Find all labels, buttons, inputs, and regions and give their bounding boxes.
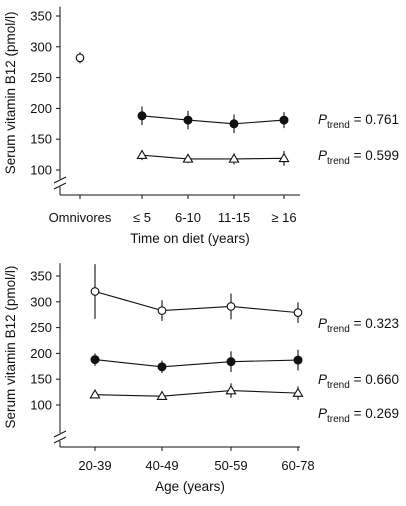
- x-tick-label: Omnivores: [49, 210, 112, 225]
- data-point: [182, 153, 194, 163]
- y-tick-label: 300: [30, 39, 52, 54]
- y-tick-label: 200: [30, 346, 52, 361]
- series-open-triangle: Ptrend = 0.269: [89, 383, 399, 425]
- series-line: [141, 154, 285, 160]
- data-point: [156, 390, 168, 400]
- axis-break-mark: [53, 436, 67, 444]
- y-tick-label: 200: [30, 101, 52, 116]
- p-trend-label: Ptrend = 0.660: [318, 372, 399, 391]
- axis-break-mark: [53, 176, 67, 184]
- data-point: [89, 388, 101, 399]
- data-point: [226, 302, 236, 311]
- series-line: [94, 390, 299, 397]
- y-axis-label: Serum vitamin B12 (pmol/l): [3, 266, 18, 429]
- y-tick-label: 150: [30, 132, 52, 147]
- series-line: [141, 115, 285, 125]
- y-tick-label: 150: [30, 372, 52, 387]
- x-tick-label: 6-10: [175, 210, 201, 225]
- p-trend-label: Ptrend = 0.599: [318, 148, 399, 167]
- p-trend-label: Ptrend = 0.323: [318, 316, 399, 335]
- data-point: [226, 357, 236, 367]
- x-axis-label: Time on diet (years): [130, 231, 250, 246]
- data-point: [137, 111, 147, 121]
- chart-age: 100 150 200 250 300 350 20-39 40-49 50-59 60-78 Ag…: [3, 263, 399, 494]
- p-trend-label: Ptrend = 0.269: [318, 406, 399, 425]
- data-point: [157, 306, 167, 315]
- series-open-circle: [75, 52, 85, 64]
- data-point: [90, 287, 100, 296]
- data-point: [293, 308, 303, 317]
- x-tick-label: 60-78: [281, 458, 314, 473]
- series-filled-circle: Ptrend = 0.660: [90, 349, 399, 391]
- data-point: [279, 115, 289, 125]
- y-tick-label: 250: [30, 320, 52, 335]
- series-open-triangle: Ptrend = 0.599: [136, 148, 399, 167]
- series-open-circle: Ptrend = 0.323: [90, 264, 399, 335]
- series-line: [94, 290, 299, 314]
- data-point: [228, 153, 240, 163]
- data-point: [229, 119, 239, 129]
- data-point: [292, 387, 304, 397]
- x-tick-label: 40-49: [145, 458, 178, 473]
- data-point: [225, 384, 237, 395]
- x-axis-label: Age (years): [155, 479, 225, 494]
- x-tick-label: ≥ 16: [271, 210, 296, 225]
- y-tick-label: 300: [30, 294, 52, 309]
- y-tick-label: 350: [30, 269, 52, 284]
- y-axis-label: Serum vitamin B12 (pmol/l): [3, 11, 18, 174]
- x-tick-label: ≤ 5: [133, 210, 151, 225]
- data-point: [136, 149, 148, 159]
- data-point: [293, 355, 303, 365]
- y-tick-label: 350: [30, 9, 52, 24]
- axis-break-mark: [53, 430, 67, 438]
- data-point: [75, 53, 85, 63]
- data-point: [157, 362, 167, 372]
- data-point: [90, 355, 100, 365]
- data-point: [183, 115, 193, 125]
- y-tick-label: 100: [30, 163, 52, 178]
- axis-break-mark: [53, 182, 67, 190]
- series-line: [94, 359, 299, 368]
- x-tick-label: 50-59: [214, 458, 247, 473]
- y-tick-label: 250: [30, 70, 52, 85]
- chart-time-on-diet: 100 150 200 250 300 350 Omnivores ≤ 5 6-10 11-15 ≥…: [3, 6, 399, 246]
- x-tick-label: 11-15: [218, 210, 250, 225]
- data-point: [278, 152, 290, 163]
- x-tick-label: 20-39: [78, 458, 111, 473]
- series-filled-circle: Ptrend = 0.761: [137, 106, 399, 134]
- p-trend-label: Ptrend = 0.761: [318, 112, 399, 131]
- y-tick-label: 100: [30, 398, 52, 413]
